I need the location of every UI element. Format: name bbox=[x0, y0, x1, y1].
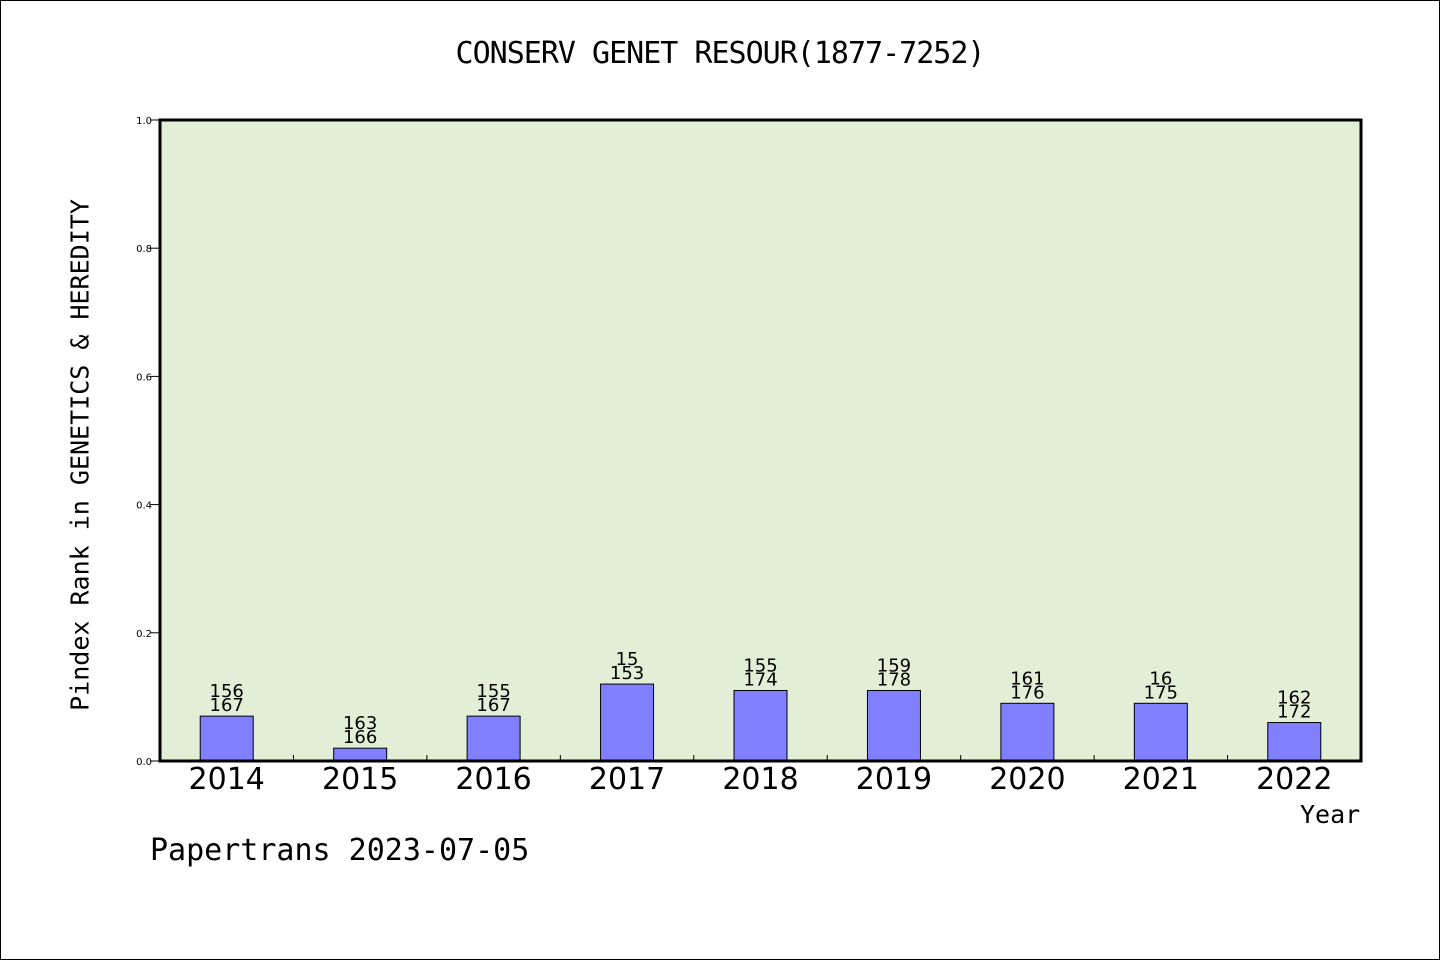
bar-2022 bbox=[1267, 722, 1322, 762]
data-label-lower: 166 bbox=[343, 727, 377, 748]
x-tick-label: 2014 bbox=[189, 762, 265, 797]
x-tick-label: 2020 bbox=[989, 762, 1065, 797]
y-tick-label: 1.0 bbox=[136, 116, 152, 127]
y-tick-label: 0.8 bbox=[136, 244, 152, 255]
x-tick-label: 2017 bbox=[589, 762, 665, 797]
bar-2018 bbox=[733, 689, 788, 762]
footer-credit: Papertrans 2023-07-05 bbox=[150, 833, 530, 868]
data-label-lower: 167 bbox=[476, 695, 510, 716]
x-tick-label: 2019 bbox=[856, 762, 932, 797]
y-tick-label: 0.6 bbox=[136, 372, 152, 383]
bar-2021 bbox=[1133, 702, 1188, 762]
data-label-lower: 167 bbox=[210, 695, 244, 716]
data-label-lower: 175 bbox=[1144, 682, 1178, 703]
bar-2019 bbox=[866, 689, 921, 762]
data-label-upper: 161 bbox=[1010, 668, 1044, 689]
x-axis-label: Year bbox=[1300, 800, 1361, 829]
data-label-upper: 156 bbox=[210, 681, 244, 702]
x-tick-label: 2015 bbox=[322, 762, 398, 797]
bar-2015 bbox=[333, 747, 388, 762]
plot-border bbox=[158, 118, 1363, 763]
data-label-lower: 172 bbox=[1277, 702, 1311, 723]
data-label-upper: 163 bbox=[343, 713, 377, 734]
x-tick-label: 2022 bbox=[1256, 762, 1332, 797]
y-tick-label: 0.0 bbox=[136, 757, 152, 768]
data-label-upper: 16 bbox=[1149, 668, 1172, 689]
data-label-upper: 155 bbox=[476, 681, 510, 702]
y-tick-label: 0.4 bbox=[136, 501, 152, 512]
data-label-lower: 153 bbox=[610, 663, 644, 684]
x-tick-label: 2021 bbox=[1123, 762, 1199, 797]
chart-title: CONSERV GENET RESOUR(1877-7252) bbox=[455, 36, 986, 71]
y-tick-label: 0.2 bbox=[136, 629, 152, 640]
bar-2016 bbox=[466, 715, 521, 762]
bar-2017 bbox=[600, 683, 655, 762]
plot-area bbox=[160, 120, 1361, 761]
data-label-lower: 178 bbox=[877, 669, 911, 690]
data-label-upper: 159 bbox=[877, 655, 911, 676]
data-label-lower: 176 bbox=[1010, 682, 1044, 703]
x-tick-label: 2016 bbox=[455, 762, 531, 797]
bar-2020 bbox=[1000, 702, 1055, 762]
data-label-upper: 155 bbox=[743, 655, 777, 676]
data-label-upper: 162 bbox=[1277, 688, 1311, 709]
bar-2014 bbox=[199, 715, 254, 762]
x-tick-label: 2018 bbox=[722, 762, 798, 797]
data-label-upper: 15 bbox=[616, 649, 639, 670]
data-label-lower: 174 bbox=[743, 669, 777, 690]
